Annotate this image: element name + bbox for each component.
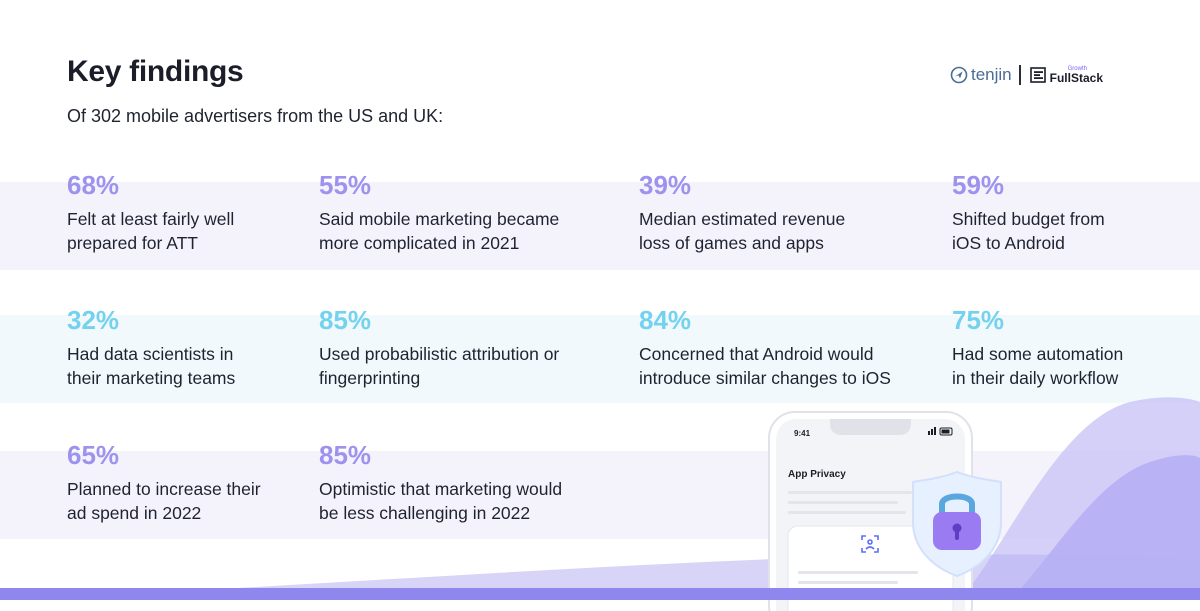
page-subtitle: Of 302 mobile advertisers from the US an…: [67, 106, 444, 126]
placeholder-line: [788, 511, 906, 514]
finding-percent: 32%: [67, 305, 120, 335]
finding-card: 85% Used probabilistic attribution or fi…: [319, 307, 559, 390]
row-band-1: [0, 182, 1200, 270]
placeholder-line: [788, 501, 898, 504]
finding-card: 75% Had some automation in their daily w…: [952, 307, 1123, 390]
finding-line: loss of games and apps: [639, 233, 824, 253]
fullstack-big-label: FullStack: [1049, 71, 1103, 85]
brand-divider: [1018, 65, 1021, 85]
finding-description: Used probabilistic attribution or finger…: [319, 342, 559, 390]
face-scan-icon: [861, 535, 879, 553]
fullstack-small-label: Growth: [1067, 66, 1087, 72]
finding-line: Median estimated revenue: [639, 209, 846, 229]
finding-description: Felt at least fairly well prepared for A…: [67, 207, 234, 255]
finding-line: Shifted budget from: [952, 209, 1105, 229]
finding-description: Had data scientists in their marketing t…: [67, 342, 235, 390]
finding-description: Optimistic that marketing would be less …: [319, 477, 562, 525]
status-icons: [928, 427, 953, 436]
finding-line: Planned to increase their: [67, 479, 261, 499]
growth-fullstack-logo: Growth FullStack: [1029, 66, 1103, 84]
page-title: Key findings: [67, 55, 244, 88]
finding-line: iOS to Android: [952, 233, 1065, 253]
fullstack-wordmark: Growth FullStack: [1050, 66, 1103, 84]
finding-line: their marketing teams: [67, 368, 236, 388]
tenjin-icon: [950, 66, 968, 84]
finding-percent: 85%: [319, 305, 372, 335]
finding-line: Had some automation: [952, 344, 1124, 364]
finding-line: ad spend in 2022: [67, 503, 202, 523]
finding-percent: 59%: [952, 170, 1005, 200]
placeholder-line: [798, 581, 898, 584]
finding-card: 85% Optimistic that marketing would be l…: [319, 442, 562, 525]
finding-description: Median estimated revenue loss of games a…: [639, 207, 845, 255]
finding-line: be less challenging in 2022: [319, 503, 531, 523]
finding-card: 59% Shifted budget from iOS to Android: [952, 172, 1105, 255]
bottom-wave-band: [0, 588, 1200, 600]
finding-percent: 39%: [639, 170, 692, 200]
finding-line: Used probabilistic attribution or: [319, 344, 560, 364]
tenjin-logo: tenjin: [950, 65, 1012, 85]
phone-mockup: 9:41 App Privacy: [768, 411, 973, 611]
finding-line: prepared for ATT: [67, 233, 198, 253]
finding-card: 32% Had data scientists in their marketi…: [67, 307, 235, 390]
finding-card: 68% Felt at least fairly well prepared f…: [67, 172, 234, 255]
finding-line: Optimistic that marketing would: [319, 479, 563, 499]
finding-line: Had data scientists in: [67, 344, 234, 364]
finding-description: Said mobile marketing became more compli…: [319, 207, 559, 255]
phone-time: 9:41: [794, 429, 811, 438]
finding-line: Said mobile marketing became: [319, 209, 560, 229]
placeholder-line: [798, 571, 918, 574]
finding-description: Shifted budget from iOS to Android: [952, 207, 1105, 255]
finding-percent: 65%: [67, 440, 120, 470]
finding-card: 84% Concerned that Android would introdu…: [639, 307, 891, 390]
finding-description: Concerned that Android would introduce s…: [639, 342, 891, 390]
brand-logos: tenjin Growth FullStack: [950, 60, 1103, 90]
tenjin-wordmark: tenjin: [971, 65, 1012, 84]
finding-card: 65% Planned to increase their ad spend i…: [67, 442, 261, 525]
finding-line: Concerned that Android would: [639, 344, 874, 364]
finding-percent: 55%: [319, 170, 372, 200]
finding-card: 39% Median estimated revenue loss of gam…: [639, 172, 845, 255]
shield-lock-icon: [912, 470, 1002, 578]
finding-line: fingerprinting: [319, 368, 421, 388]
finding-percent: 75%: [952, 305, 1005, 335]
finding-description: Planned to increase their ad spend in 20…: [67, 477, 261, 525]
finding-line: more complicated in 2021: [319, 233, 520, 253]
finding-line: Felt at least fairly well: [67, 209, 235, 229]
row-band-2: [0, 315, 1200, 403]
finding-percent: 84%: [639, 305, 692, 335]
finding-description: Had some automation in their daily workf…: [952, 342, 1123, 390]
finding-percent: 68%: [67, 170, 120, 200]
placeholder-line: [788, 491, 912, 494]
finding-line: in their daily workflow: [952, 368, 1119, 388]
app-privacy-title: App Privacy: [788, 469, 846, 480]
fullstack-icon: [1029, 67, 1046, 83]
finding-percent: 85%: [319, 440, 372, 470]
finding-line: introduce similar changes to iOS: [639, 368, 891, 388]
finding-card: 55% Said mobile marketing became more co…: [319, 172, 559, 255]
